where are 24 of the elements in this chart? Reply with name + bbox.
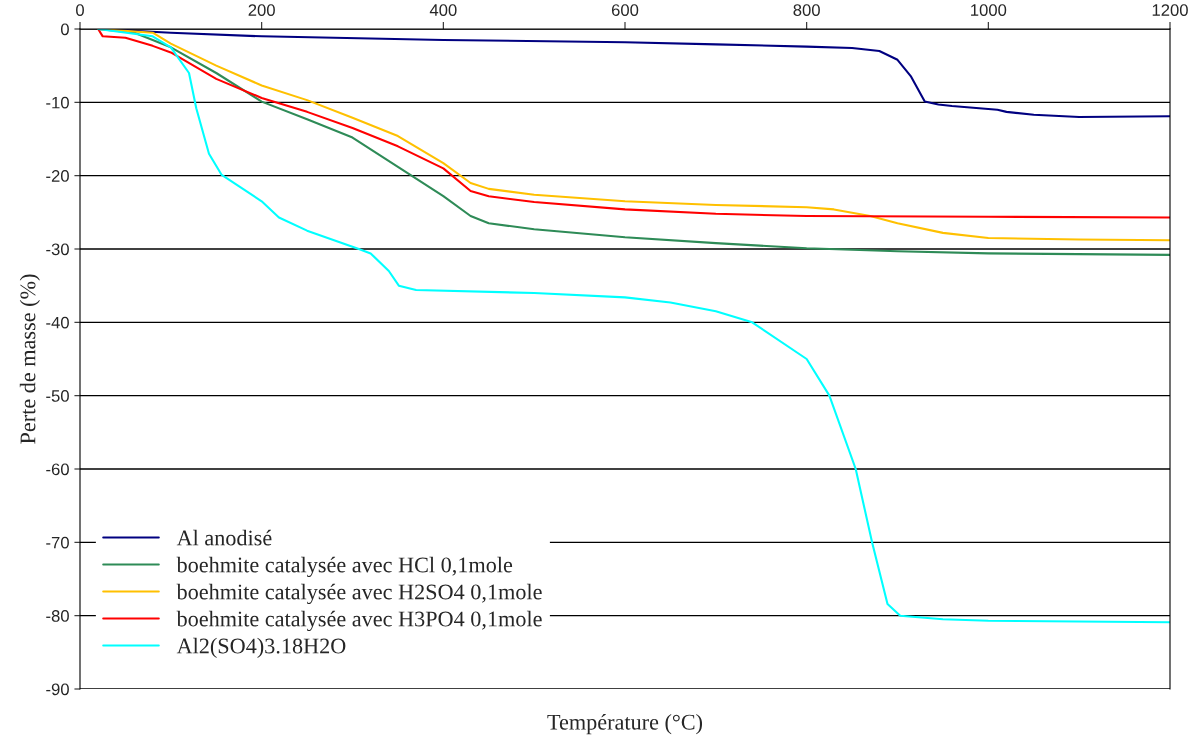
legend-label: boehmite catalysée avec H3PO4 0,1mole: [176, 610, 542, 632]
legend-label: Al anodisé: [176, 529, 272, 546]
legend-label: boehmite catalysée avec H2SO4 0,1mole: [176, 583, 542, 605]
x-tick-label: 800: [793, 4, 820, 16]
legend-label: Al2(SO4)3.18H2O: [176, 637, 346, 659]
x-tick-label: 600: [611, 4, 639, 16]
y-tick-label: -30: [46, 243, 69, 256]
y-tick-label: -90: [46, 683, 69, 696]
x-axis-title: Température (°C): [547, 714, 703, 735]
y-tick-label: -50: [46, 390, 69, 402]
x-tick-label: 400: [429, 4, 457, 16]
y-tick-label: 0: [60, 23, 69, 36]
y-tick-label: -60: [46, 463, 69, 476]
y-tick-label: -10: [46, 96, 69, 109]
y-tick-label: -70: [46, 536, 69, 549]
x-tick-label: 1200: [1152, 4, 1188, 16]
x-tick-label: 1000: [971, 4, 1007, 16]
legend-label: boehmite catalysée avec HCl 0,1mole: [176, 556, 513, 578]
x-tick-label: 0: [76, 4, 84, 16]
y-tick-label: -20: [46, 170, 69, 182]
y-tick-label: -80: [46, 610, 69, 622]
y-axis-title: Perte de masse (%): [19, 274, 40, 444]
x-tick-label: 200: [248, 4, 275, 16]
y-tick-label: -40: [46, 316, 69, 329]
